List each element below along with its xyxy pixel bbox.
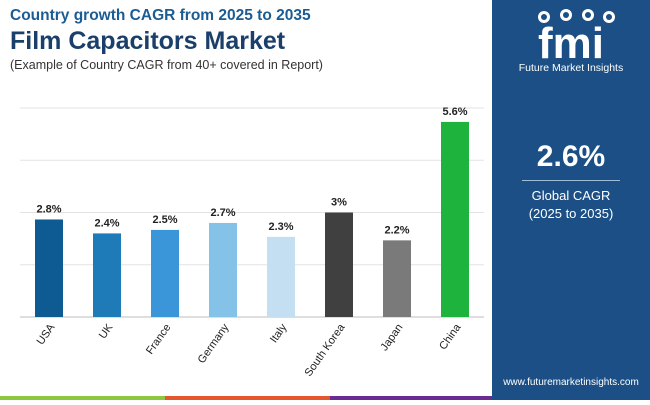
- bar-japan: [383, 240, 411, 317]
- global-cagr-value: 2.6%: [536, 140, 606, 173]
- bottom-strip-orange: [165, 396, 330, 400]
- global-cagr-label: Global CAGR (2025 to 2035): [492, 187, 650, 223]
- global-cagr-label-line2: (2025 to 2035): [528, 206, 614, 221]
- logo-caption: Future Market Insights: [518, 62, 624, 74]
- bar-south-korea: [325, 212, 353, 317]
- x-tick-label: China: [437, 321, 464, 352]
- bar-value-label: 2.4%: [94, 217, 119, 229]
- bar-value-label: 2.8%: [36, 203, 61, 215]
- bar-value-label: 2.2%: [384, 224, 409, 236]
- chart-subtitle: Country growth CAGR from 2025 to 2035: [10, 7, 311, 24]
- bar-france: [151, 229, 179, 317]
- x-tick-label: Italy: [268, 321, 290, 345]
- bottom-strip-green: [0, 396, 165, 400]
- bar-value-label: 5.6%: [442, 106, 467, 118]
- website-link[interactable]: www.futuremarketinsights.com: [503, 377, 639, 388]
- bar-chart-svg: 2.8% USA 2.4% UK 2.5% France 2.7% Germany 2.3% It…: [20, 106, 484, 379]
- bar-germany: [209, 222, 237, 317]
- chart-note: (Example of Country CAGR from 40+ covere…: [10, 58, 323, 72]
- bottom-strip-purple: [330, 396, 492, 400]
- bar-china: [441, 121, 469, 317]
- fmi-logo: fmi Future Market Insights: [492, 6, 650, 74]
- x-tick-label: USA: [35, 321, 58, 347]
- x-tick-label: South Korea: [303, 321, 348, 379]
- bar-chart: 2.8% USA 2.4% UK 2.5% France 2.7% Germany 2.3% It…: [20, 106, 484, 379]
- global-cagr-label-line1: Global CAGR: [531, 188, 611, 203]
- bar-value-label: 2.5%: [152, 214, 177, 226]
- fmi-logo-icon: fmi: [538, 9, 615, 68]
- bar-value-label: 3%: [331, 197, 347, 209]
- bar-value-label: 2.3%: [268, 221, 293, 233]
- x-tick-label: UK: [97, 321, 116, 341]
- bar-uk: [93, 233, 121, 317]
- cagr-divider: [522, 180, 620, 181]
- bar-italy: [267, 236, 295, 317]
- x-tick-label: Germany: [196, 321, 232, 365]
- bar-usa: [35, 219, 63, 317]
- x-tick-label: Japan: [378, 322, 405, 353]
- logo-text: fmi: [538, 19, 604, 62]
- bar-value-label: 2.7%: [210, 207, 235, 219]
- side-panel: fmi Future Market Insights 2.6% Global C…: [492, 0, 650, 400]
- x-tick-label: France: [144, 322, 173, 357]
- chart-header: Country growth CAGR from 2025 to 2035 Fi…: [10, 6, 323, 73]
- chart-title: Film Capacitors Market: [10, 27, 286, 55]
